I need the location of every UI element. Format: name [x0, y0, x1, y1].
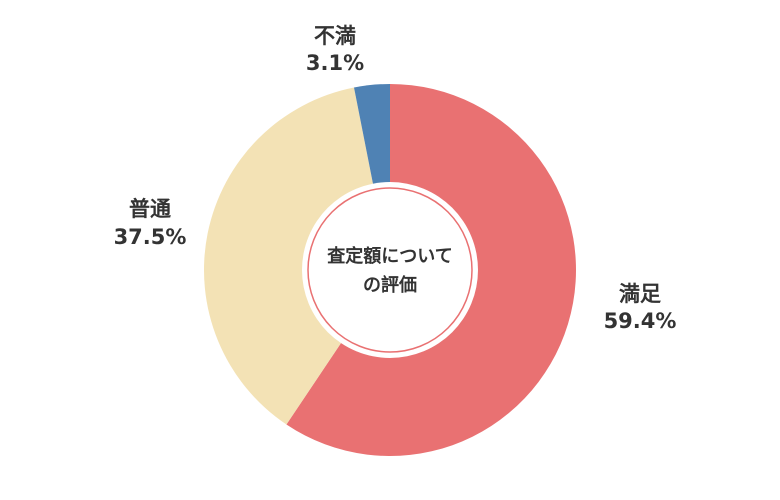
value-label: 3.1%	[306, 51, 364, 75]
value-label: 37.5%	[114, 225, 187, 249]
slice	[203, 87, 390, 425]
value-label: 59.4%	[604, 309, 677, 333]
category-label: 不満	[314, 24, 356, 48]
donut-hole	[302, 182, 478, 358]
inner-ring	[307, 187, 473, 353]
center-label: 査定額について	[327, 245, 452, 267]
category-label: 普通	[129, 197, 171, 221]
center-label: の評価	[363, 274, 417, 296]
category-label: 満足	[619, 282, 661, 306]
